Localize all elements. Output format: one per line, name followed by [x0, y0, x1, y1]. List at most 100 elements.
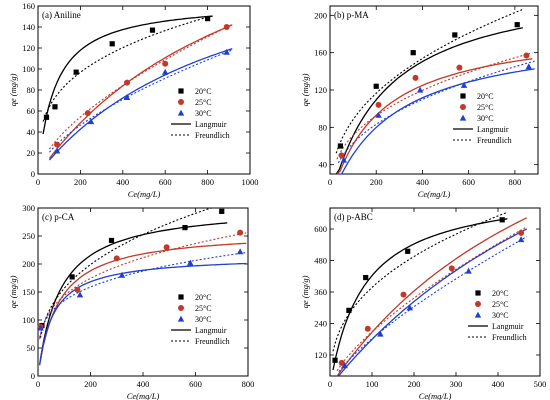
y-tick-label: 600 [314, 224, 327, 234]
x-tick-label: 200 [84, 379, 97, 389]
langmuir-curve [38, 242, 247, 366]
y-tick-label: 250 [22, 231, 35, 241]
y-tick-label: 40 [27, 127, 36, 137]
legend-label: Freundlich [195, 337, 230, 346]
y-tick-label: 100 [22, 64, 35, 74]
data-point [452, 32, 458, 38]
y-axis-label: qe (mg/g) [300, 275, 310, 308]
data-point [410, 50, 416, 56]
y-tick-label: 80 [27, 85, 36, 95]
data-point [364, 325, 371, 332]
x-tick-label: 200 [370, 177, 383, 187]
data-point [363, 274, 369, 281]
x-axis-label: Ce(mg/L) [419, 391, 452, 400]
data-point [456, 64, 463, 71]
data-point [84, 110, 91, 117]
x-tick-label: 600 [159, 177, 172, 187]
y-tick-label: 160 [314, 48, 327, 58]
legend-label: 25°C [492, 300, 509, 309]
x-tick-label: 500 [534, 379, 547, 389]
data-point [87, 118, 95, 125]
y-tick-label: 50 [27, 343, 36, 353]
freundlich-curve [48, 24, 233, 150]
data-point [162, 60, 169, 67]
data-point [37, 324, 44, 331]
y-tick-label: 120 [314, 85, 327, 95]
legend-marker [178, 88, 184, 94]
legend-label: 20°C [477, 92, 494, 101]
x-axis-label: Ce(mg/L) [418, 189, 451, 199]
data-point [375, 101, 382, 108]
x-tick-label: 400 [137, 379, 150, 389]
langmuir-curve [336, 217, 528, 377]
data-point [448, 265, 455, 272]
legend-marker [459, 114, 467, 121]
data-point [182, 225, 188, 231]
y-tick-label: 150 [22, 287, 35, 297]
legend: 20°C 25°C 30°C Langmuir Freundlich [171, 293, 230, 346]
langmuir-curve [335, 27, 523, 175]
data-point [118, 271, 126, 278]
y-tick-label: 480 [314, 256, 327, 266]
data-point [223, 48, 230, 55]
legend-marker [178, 99, 184, 105]
data-point [113, 255, 120, 262]
legend-label: 30°C [195, 315, 212, 324]
data-point [375, 111, 382, 118]
legend-marker [475, 301, 481, 307]
x-tick-label: 400 [116, 177, 129, 187]
y-tick-label: 120 [22, 43, 35, 53]
legend-marker [178, 294, 184, 300]
data-point [465, 267, 472, 274]
freundlich-curve [332, 211, 508, 352]
x-axis-label: Ce(mg/L) [127, 391, 160, 400]
legend-label: 30°C [492, 311, 509, 320]
data-point [223, 24, 230, 30]
legend-label: Freundlich [492, 333, 527, 342]
legend-label: 30°C [477, 114, 494, 123]
y-tick-label: 0 [31, 371, 35, 381]
chart-panel-1: 0 200 400 600 800 1000 0 20 40 60 80 100 120 140 160 (a… [8, 1, 259, 199]
y-tick-label: 120 [314, 350, 327, 360]
data-point [405, 248, 411, 254]
legend-marker [474, 311, 482, 318]
y-axis-label: qe (mg/g) [8, 275, 18, 308]
legend-label: 20°C [195, 87, 212, 96]
freundlich-curve [39, 251, 247, 338]
data-point [340, 156, 348, 163]
langmuir-curve [48, 24, 233, 159]
legend-label: Langmuir [492, 322, 524, 331]
legend-marker [475, 290, 481, 296]
x-tick-label: 0 [36, 177, 40, 187]
data-point [406, 304, 413, 311]
data-point [69, 274, 75, 280]
legend-marker [178, 305, 184, 311]
data-point [109, 41, 115, 47]
y-tick-label: 0 [31, 169, 35, 179]
data-point [337, 143, 343, 149]
data-point [338, 359, 345, 366]
y-tick-label: 160 [22, 1, 35, 11]
data-point [499, 217, 505, 223]
legend-label: Langmuir [195, 326, 227, 335]
freundlich-curve [335, 8, 523, 154]
legend-marker [460, 93, 466, 99]
y-axis-label: qe (mg/g) [8, 73, 18, 106]
x-tick-label: 600 [189, 379, 202, 389]
data-point [43, 114, 50, 120]
y-tick-label: 200 [314, 10, 327, 20]
data-point [123, 93, 131, 100]
data-point [124, 79, 131, 86]
y-tick-label: 200 [22, 259, 35, 269]
legend-label: 20°C [492, 289, 509, 298]
data-point [54, 141, 61, 148]
langmuir-curve [338, 68, 535, 175]
y-tick-label: 60 [27, 106, 36, 116]
legend-label: 25°C [195, 304, 212, 313]
freundlich-curve [336, 226, 528, 372]
x-tick-label: 0 [328, 379, 332, 389]
data-point [517, 236, 525, 243]
legend: 20°C 25°C 30°C Langmuir Freundlich [468, 289, 527, 342]
data-point [205, 16, 211, 22]
